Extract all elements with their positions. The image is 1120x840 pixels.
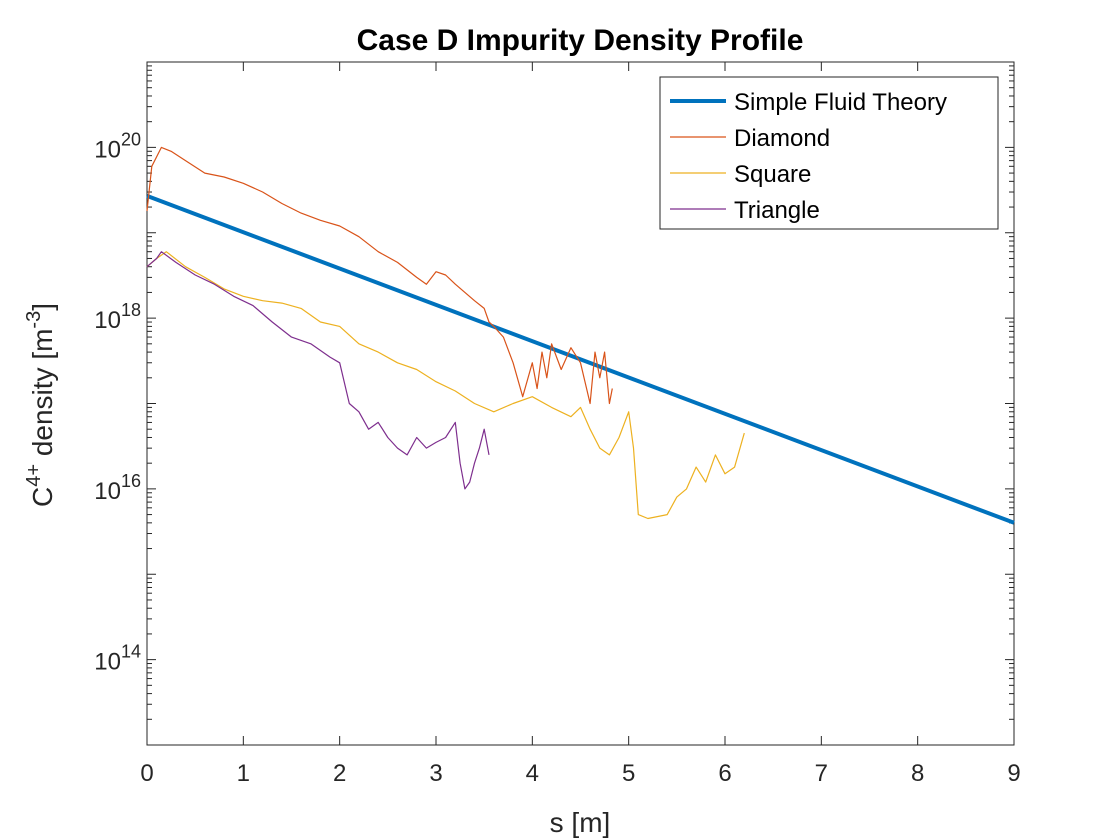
y-label-close-bracket: ]	[27, 303, 58, 311]
y-tick-exponent: 14	[121, 642, 141, 662]
y-tick-label: 1016	[94, 471, 141, 505]
y-tick-exponent: 18	[121, 300, 141, 320]
series-layer	[146, 146, 1015, 525]
chart-title: Case D Impurity Density Profile	[357, 24, 804, 57]
x-tick-label: 4	[526, 760, 539, 787]
x-tick-label: 0	[140, 760, 153, 787]
x-tick-label: 7	[815, 760, 828, 787]
x-tick-label: 6	[718, 760, 731, 787]
y-tick-exponent: 16	[121, 471, 141, 491]
y-label-superscript: 4+	[23, 464, 45, 487]
y-tick-label: 1018	[94, 300, 141, 334]
legend-label: Diamond	[734, 125, 830, 152]
series-line-simple-fluid-theory	[146, 194, 1015, 525]
y-tick-base: 10	[94, 307, 121, 334]
series-line-diamond	[146, 146, 613, 405]
legend: Simple Fluid Theory Diamond Square Triangle	[659, 76, 999, 230]
y-tick-label: 1020	[94, 129, 141, 163]
y-tick-base: 10	[94, 649, 121, 676]
y-label-base: C	[27, 487, 58, 507]
series-line-triangle	[146, 251, 490, 490]
y-axis-label: C4+ density [m-3]	[23, 303, 58, 507]
series-line-square	[146, 251, 745, 520]
y-tick-base: 10	[94, 136, 121, 163]
x-axis-ticks: 0 1 2 3 4 5 6 7 8 9	[140, 62, 1021, 787]
y-tick-exponent: 20	[121, 129, 141, 149]
legend-label: Simple Fluid Theory	[734, 89, 947, 116]
y-label-unit-superscript: -3	[23, 311, 45, 329]
x-tick-label: 8	[911, 760, 924, 787]
x-tick-label: 5	[622, 760, 635, 787]
x-tick-label: 2	[333, 760, 346, 787]
y-tick-label: 1014	[94, 642, 141, 676]
x-tick-label: 9	[1007, 760, 1020, 787]
x-axis-label: s [m]	[550, 807, 611, 838]
y-label-rest: density [m	[27, 329, 58, 464]
y-tick-base: 10	[94, 478, 121, 505]
x-tick-label: 3	[429, 760, 442, 787]
x-tick-label: 1	[237, 760, 250, 787]
legend-label: Triangle	[734, 197, 820, 224]
legend-label: Square	[734, 161, 811, 188]
